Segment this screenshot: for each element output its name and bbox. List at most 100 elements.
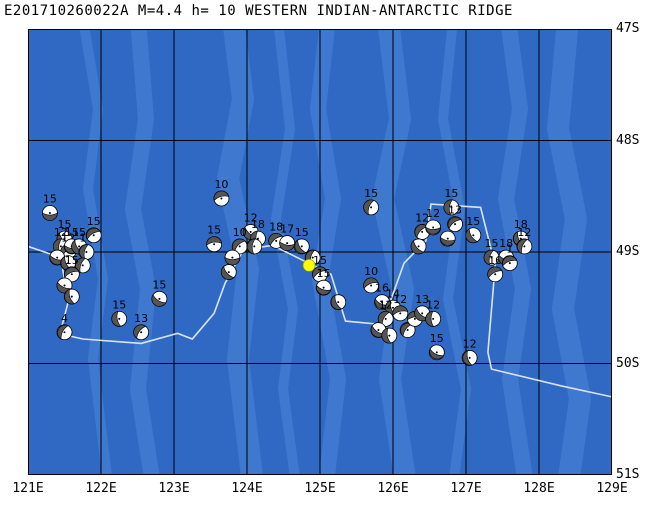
- focal-mechanism[interactable]: 15: [312, 254, 328, 283]
- ridge-band: [547, 29, 591, 475]
- beachball-compression: [425, 226, 441, 235]
- seismic-map[interactable]: 1515121215151015154101515131512181018171…: [28, 29, 612, 475]
- focal-mechanism[interactable]: [439, 230, 456, 247]
- focal-mechanism[interactable]: 15: [293, 226, 310, 255]
- ridge-band: [498, 29, 533, 475]
- depth-label: 15: [317, 267, 331, 280]
- beachball-center: [140, 331, 143, 334]
- focal-mechanism[interactable]: [399, 322, 416, 338]
- depth-label: 15: [207, 224, 221, 237]
- beachball-center: [70, 273, 73, 276]
- depth-label: 12: [517, 226, 531, 239]
- beachball-compression: [330, 294, 343, 310]
- beachball-compression: [516, 238, 528, 254]
- epicenter-marker[interactable]: [302, 258, 316, 272]
- beachball-compression: [268, 233, 283, 247]
- focal-mechanism[interactable]: [330, 294, 347, 311]
- focal-mechanism[interactable]: 13: [447, 204, 463, 233]
- focal-mechanism[interactable]: 15: [483, 237, 500, 266]
- beachball-compression: [220, 265, 235, 280]
- focal-mechanism[interactable]: 15: [465, 215, 482, 244]
- depth-label: 12: [415, 211, 429, 224]
- longitude-label: 127E: [450, 481, 482, 496]
- focal-mechanism[interactable]: 15: [41, 192, 58, 221]
- beachball-center: [370, 206, 373, 209]
- focal-mechanism[interactable]: 12: [425, 298, 442, 327]
- depth-label: 17: [280, 223, 294, 236]
- beachball-center: [523, 245, 526, 248]
- beachball-compression: [316, 284, 332, 295]
- beachball-center: [450, 206, 453, 209]
- focal-mechanism[interactable]: 12: [516, 226, 533, 255]
- beachball-center: [213, 243, 216, 246]
- focal-mechanism[interactable]: [381, 327, 398, 344]
- beachball-compression: [42, 212, 58, 221]
- depth-label: 13: [448, 204, 462, 217]
- focal-mechanism[interactable]: 15: [315, 267, 332, 296]
- beachball-center: [78, 245, 81, 248]
- beachball-center: [81, 264, 84, 267]
- focal-mechanism[interactable]: 12: [392, 293, 409, 322]
- focal-mechanism[interactable]: 15: [151, 278, 168, 307]
- depth-label: 10: [214, 178, 228, 191]
- beachball-compression: [487, 266, 503, 279]
- latitude-label: 51S: [616, 467, 640, 482]
- focal-mechanism[interactable]: 1: [501, 243, 518, 272]
- beachball-compression: [425, 311, 434, 327]
- focal-mechanism[interactable]: 15: [443, 187, 460, 216]
- beachball-compression: [465, 228, 478, 244]
- focal-mechanism[interactable]: 15: [206, 224, 223, 253]
- focal-mechanism[interactable]: [220, 264, 237, 280]
- beachball-compression: [312, 266, 328, 279]
- focal-mechanism[interactable]: [410, 238, 427, 255]
- beachball-center: [63, 284, 66, 287]
- ridge-band: [217, 29, 263, 475]
- beachball-center: [446, 237, 449, 240]
- focal-mechanism[interactable]: 15: [85, 215, 102, 244]
- longitude-label: 123E: [158, 481, 190, 496]
- beachball-center: [417, 245, 420, 248]
- beachball-compression: [462, 350, 473, 366]
- focal-mechanism[interactable]: [63, 288, 80, 305]
- depth-label: 18: [499, 237, 513, 250]
- focal-mechanism[interactable]: 17: [279, 223, 296, 251]
- focal-mechanism[interactable]: [224, 249, 241, 266]
- focal-mechanism[interactable]: 10: [213, 178, 230, 207]
- beachball-center: [388, 334, 391, 337]
- beachball-compression: [133, 324, 147, 339]
- beachball-compression: [429, 348, 445, 360]
- focal-mechanism[interactable]: [74, 257, 91, 274]
- beachball-center: [158, 297, 161, 300]
- depth-label: 12: [379, 298, 393, 311]
- beachball-center: [63, 237, 66, 240]
- beachball-center: [256, 237, 259, 240]
- focal-mechanism[interactable]: 15: [111, 298, 128, 327]
- focal-mechanism[interactable]: 4: [56, 312, 73, 341]
- beachball-center: [286, 242, 289, 245]
- beachball-compression: [111, 311, 122, 327]
- depth-label: 10: [364, 265, 378, 278]
- beachball-center: [494, 273, 497, 276]
- focal-mechanism[interactable]: 12: [377, 298, 394, 327]
- beachball-center: [435, 351, 438, 354]
- beachball-center: [519, 237, 522, 240]
- focal-mechanism[interactable]: 15: [363, 187, 380, 216]
- focal-mechanism[interactable]: 15: [428, 332, 445, 361]
- beachball-center: [399, 312, 402, 315]
- focal-mechanism[interactable]: 12: [425, 207, 442, 236]
- beachball-center: [432, 226, 435, 229]
- focal-mechanism[interactable]: [246, 238, 263, 255]
- longitude-label: 128E: [523, 481, 555, 496]
- beachball-center: [413, 317, 416, 320]
- focal-mechanism[interactable]: 10: [363, 265, 380, 294]
- focal-mechanism[interactable]: 15: [63, 254, 80, 283]
- beachball-compression: [79, 244, 89, 260]
- focal-mechanism[interactable]: 12: [461, 337, 478, 366]
- depth-label: 15: [295, 226, 309, 239]
- longitude-label: 124E: [231, 481, 263, 496]
- beachball-center: [118, 317, 121, 320]
- beachball-center: [56, 256, 59, 259]
- latitude-label: 49S: [616, 244, 640, 259]
- ridge-band: [125, 29, 160, 475]
- focal-mechanism[interactable]: 13: [133, 312, 150, 341]
